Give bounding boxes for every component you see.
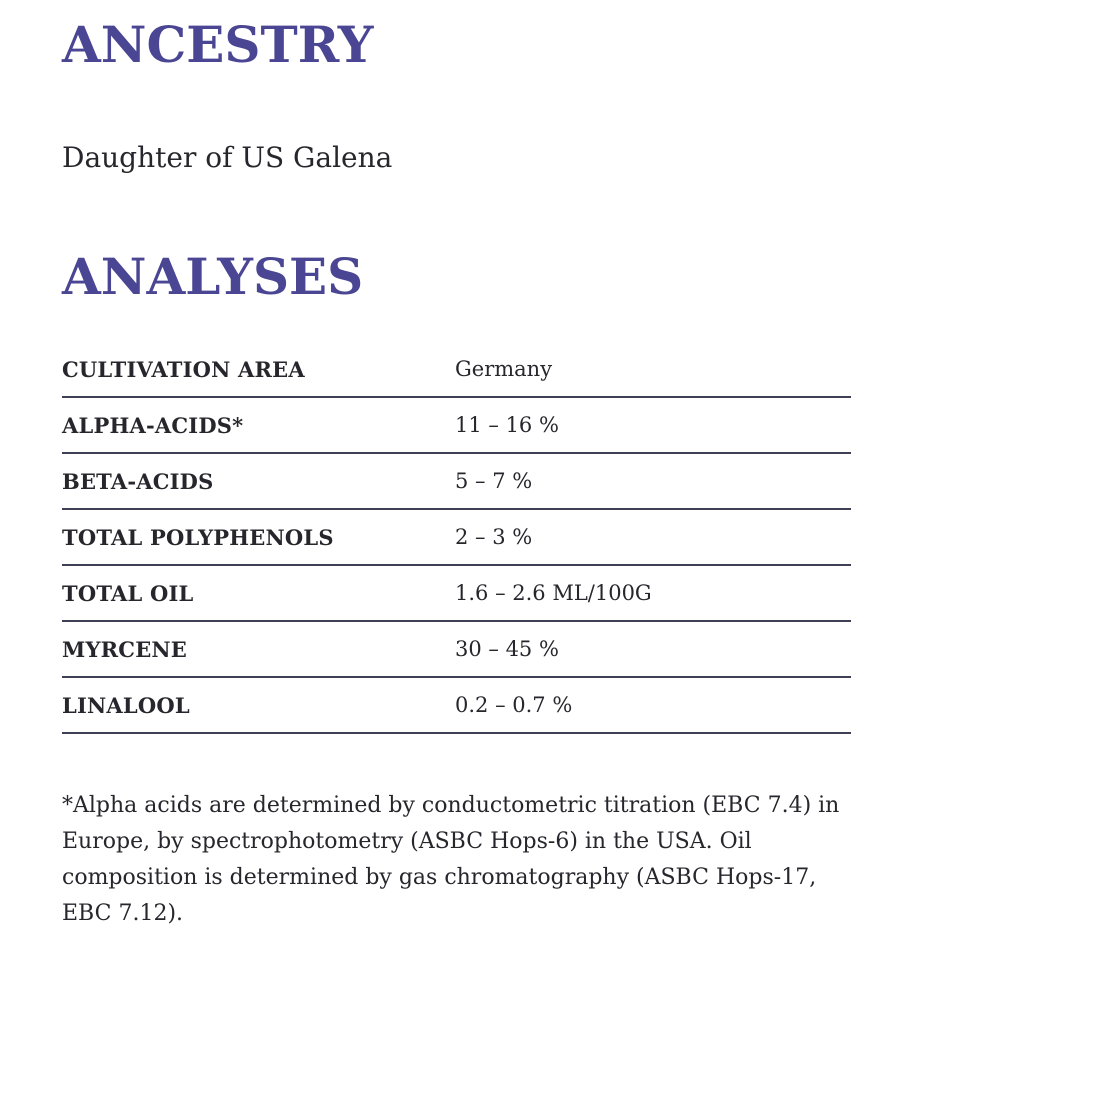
table-row-total-oil: TOTAL OIL 1.6 – 2.6 ML/100G: [62, 566, 851, 622]
ancestry-description: Daughter of US Galena: [62, 141, 393, 174]
row-value: 30 – 45 %: [455, 637, 559, 661]
analyses-heading: ANALYSES: [62, 247, 364, 306]
alpha-acids-footnote: *Alpha acids are determined by conductom…: [62, 793, 840, 926]
table-row-total-polyphenols: TOTAL POLYPHENOLS 2 – 3 %: [62, 510, 851, 566]
table-row-linalool: LINALOOL 0.2 – 0.7 %: [62, 678, 851, 734]
row-value: Germany: [455, 357, 553, 381]
row-value: 2 – 3 %: [455, 525, 533, 549]
table-row-alpha-acids: ALPHA-ACIDS* 11 – 16 %: [62, 398, 851, 454]
analyses-table: CULTIVATION AREA Germany ALPHA-ACIDS* 11…: [62, 342, 851, 734]
table-row-cultivation-area: CULTIVATION AREA Germany: [62, 342, 851, 398]
table-row-beta-acids: BETA-ACIDS 5 – 7 %: [62, 454, 851, 510]
row-label: LINALOOL: [62, 692, 190, 718]
table-row-myrcene: MYRCENE 30 – 45 %: [62, 622, 851, 678]
row-label: MYRCENE: [62, 636, 188, 662]
ancestry-heading: ANCESTRY: [62, 15, 374, 74]
row-label: TOTAL OIL: [62, 580, 194, 606]
row-value: 5 – 7 %: [455, 469, 533, 493]
row-label: ALPHA-ACIDS*: [62, 412, 244, 438]
row-value: 1.6 – 2.6 ML/100G: [455, 581, 652, 605]
row-value: 11 – 16 %: [455, 413, 559, 437]
row-label: TOTAL POLYPHENOLS: [62, 524, 334, 550]
row-value: 0.2 – 0.7 %: [455, 693, 573, 717]
row-label: CULTIVATION AREA: [62, 356, 305, 382]
row-label: BETA-ACIDS: [62, 468, 214, 494]
